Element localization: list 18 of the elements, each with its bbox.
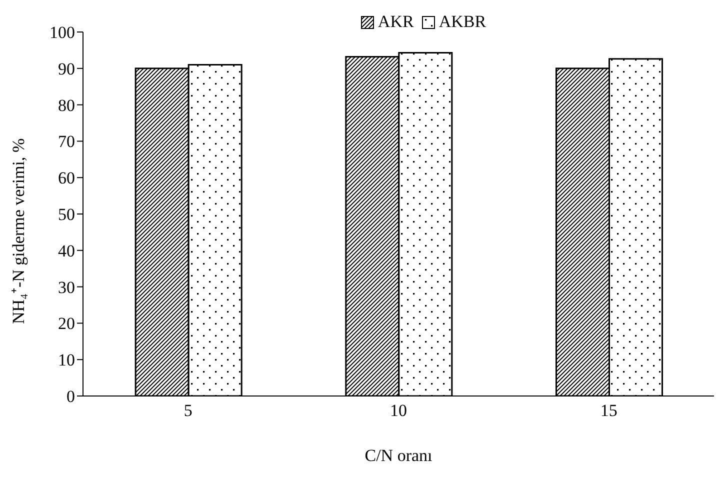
y-axis-title: NH₄⁺-N giderme verimi, %	[9, 138, 28, 324]
y-tick-label: 10	[58, 350, 75, 370]
y-tick-label: 30	[58, 278, 75, 297]
y-tick-label: 90	[58, 59, 75, 78]
x-tick-label: 10	[390, 401, 407, 420]
legend-label: AKR	[376, 12, 414, 32]
legend-label: AKBR	[438, 12, 486, 32]
y-tick-label: 60	[58, 168, 75, 188]
y-tick-label: 40	[58, 241, 75, 260]
y-tick-label: 70	[58, 132, 75, 152]
x-tick-label: 5	[184, 401, 192, 420]
x-axis-title: C/N oranı	[364, 446, 433, 465]
y-tick-label: 0	[66, 387, 75, 406]
x-tick-label: 15	[600, 401, 618, 420]
y-tick-label: 20	[58, 314, 75, 334]
y-tick-label: 50	[58, 205, 75, 224]
y-tick-label: 80	[58, 96, 75, 115]
y-tick-label: 100	[50, 23, 75, 42]
